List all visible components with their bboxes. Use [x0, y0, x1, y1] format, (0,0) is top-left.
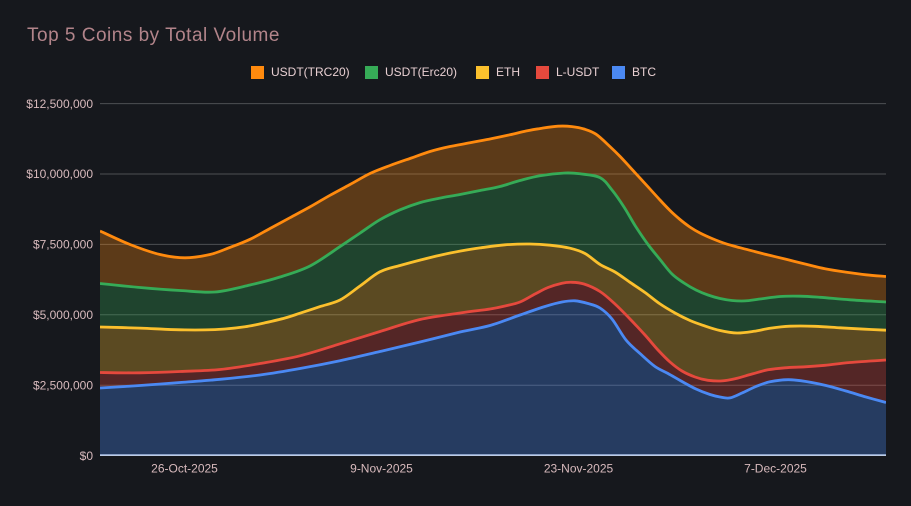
svg-text:26-Oct-2025: 26-Oct-2025	[151, 461, 218, 475]
svg-text:9-Nov-2025: 9-Nov-2025	[350, 461, 413, 475]
svg-text:$5,000,000: $5,000,000	[33, 308, 93, 322]
svg-text:$7,500,000: $7,500,000	[33, 238, 93, 252]
svg-text:$12,500,000: $12,500,000	[26, 97, 93, 111]
svg-text:$10,000,000: $10,000,000	[26, 167, 93, 181]
svg-text:$2,500,000: $2,500,000	[33, 378, 93, 392]
svg-text:23-Nov-2025: 23-Nov-2025	[544, 461, 614, 475]
svg-text:$0: $0	[80, 449, 94, 463]
svg-text:7-Dec-2025: 7-Dec-2025	[744, 461, 807, 475]
